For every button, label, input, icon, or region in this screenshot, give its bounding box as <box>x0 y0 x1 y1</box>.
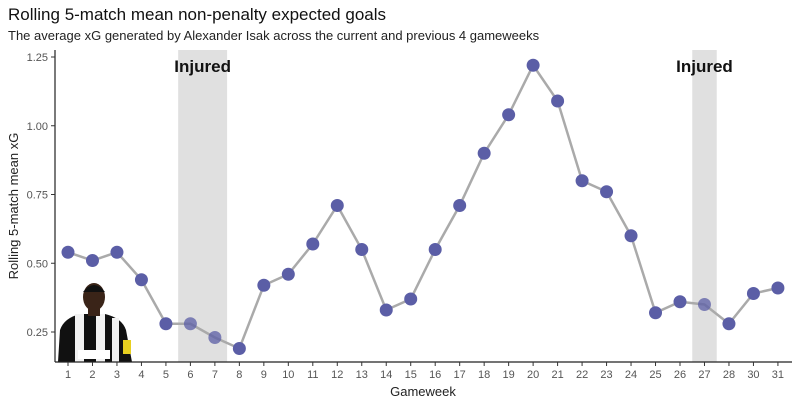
data-point <box>306 237 320 251</box>
x-tick-label: 22 <box>576 369 588 381</box>
injured-label: Injured <box>174 57 231 76</box>
x-tick-label: 31 <box>772 369 784 381</box>
x-tick-label: 16 <box>429 369 441 381</box>
data-point <box>453 199 467 212</box>
x-tick-label: 6 <box>187 369 193 381</box>
data-point <box>624 229 638 243</box>
x-tick-label: 25 <box>649 369 661 381</box>
x-tick-label: 18 <box>478 369 490 381</box>
x-tick-label: 7 <box>212 369 218 381</box>
injured-label: Injured <box>676 57 733 76</box>
injured-band <box>178 50 228 362</box>
data-point <box>771 281 785 295</box>
y-tick-label: 1.00 <box>27 121 48 133</box>
x-tick-label: 19 <box>503 369 515 381</box>
x-tick-label: 21 <box>551 369 563 381</box>
data-point <box>649 306 663 320</box>
x-axis-title: Gameweek <box>390 384 456 399</box>
y-tick-label: 1.25 <box>27 52 48 64</box>
chart-title: Rolling 5-match mean non-penalty expecte… <box>8 5 387 24</box>
x-tick-label: 27 <box>698 369 710 381</box>
injured-band <box>692 50 717 362</box>
x-tick-label: 30 <box>747 369 759 381</box>
y-axis-title: Rolling 5-match mean xG <box>6 133 21 280</box>
data-point <box>526 58 540 72</box>
data-point <box>330 199 344 212</box>
data-point <box>746 287 760 300</box>
data-point <box>722 317 736 331</box>
data-point <box>379 303 393 317</box>
data-point <box>61 245 75 259</box>
x-tick-label: 14 <box>380 369 392 381</box>
data-point <box>355 243 369 256</box>
data-point <box>502 108 516 122</box>
player-photo <box>58 283 132 362</box>
data-point <box>697 298 711 311</box>
x-tick-label: 20 <box>527 369 539 381</box>
x-tick-label: 1 <box>65 369 71 381</box>
x-tick-label: 10 <box>282 369 294 381</box>
data-point <box>673 295 687 309</box>
series-line <box>67 62 779 351</box>
data-point <box>575 174 589 188</box>
data-point <box>404 292 418 306</box>
x-tick-label: 4 <box>138 369 144 381</box>
chart-subtitle: The average xG generated by Alexander Is… <box>8 28 540 43</box>
x-tick-label: 9 <box>261 369 267 381</box>
x-tick-label: 28 <box>723 369 735 381</box>
data-point <box>477 146 491 160</box>
data-point <box>232 342 246 355</box>
data-point <box>159 317 173 331</box>
data-point <box>551 94 565 108</box>
y-tick-label: 0.25 <box>27 327 48 339</box>
y-tick-label: 0.75 <box>27 190 48 202</box>
x-tick-label: 17 <box>454 369 466 381</box>
x-tick-label: 15 <box>405 369 417 381</box>
x-tick-label: 5 <box>163 369 169 381</box>
data-point <box>110 245 124 259</box>
data-point <box>85 254 99 267</box>
y-tick-label: 0.50 <box>27 258 48 270</box>
data-point <box>600 185 614 199</box>
x-tick-label: 2 <box>89 369 95 381</box>
data-point <box>257 278 271 292</box>
x-tick-label: 13 <box>356 369 368 381</box>
data-point <box>281 267 295 281</box>
x-tick-label: 3 <box>114 369 120 381</box>
x-tick-label: 24 <box>625 369 637 381</box>
x-tick-label: 12 <box>331 369 343 381</box>
x-tick-label: 8 <box>236 369 242 381</box>
data-point <box>183 317 197 331</box>
x-tick-label: 11 <box>307 369 318 381</box>
data-point <box>428 243 442 256</box>
x-tick-label: 26 <box>674 369 686 381</box>
x-tick-label: 23 <box>600 369 612 381</box>
data-point <box>208 331 222 344</box>
data-point <box>134 273 148 287</box>
